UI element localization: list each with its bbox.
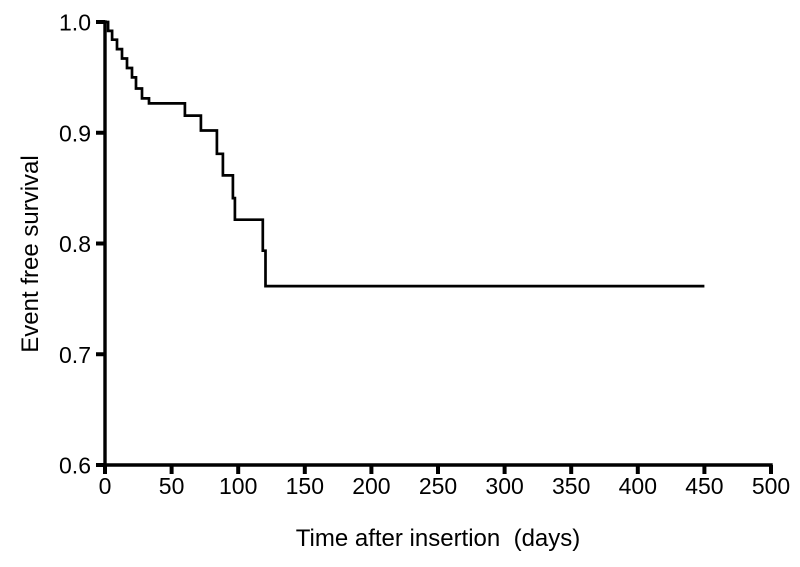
axis-ticks: 1.0 0.9 0.8 0.7 0.6 0 50 100 150 200 250 300 350 400 4… <box>59 10 790 500</box>
x-tick-label: 300 <box>485 473 523 499</box>
survival-curve <box>105 20 705 288</box>
x-axis-title: Time after insertion (days) <box>296 525 581 552</box>
x-tick-label: 100 <box>219 473 257 499</box>
y-tick-label: 0.6 <box>59 453 91 479</box>
x-tick-label: 450 <box>685 473 723 499</box>
x-tick-label: 350 <box>552 473 590 499</box>
x-tick-label: 0 <box>99 473 112 499</box>
x-tick-label: 400 <box>619 473 657 499</box>
y-tick-label: 0.9 <box>59 120 91 146</box>
y-axis-title: Event free survival <box>17 155 44 352</box>
x-tick-label: 250 <box>419 473 457 499</box>
x-tick-label: 150 <box>286 473 324 499</box>
x-tick-label: 200 <box>352 473 390 499</box>
y-tick-label: 1.0 <box>59 10 91 36</box>
y-tick-label: 0.8 <box>59 231 91 257</box>
x-tick-label: 50 <box>159 473 185 499</box>
x-tick-label: 500 <box>752 473 790 499</box>
y-tick-label: 0.7 <box>59 342 91 368</box>
